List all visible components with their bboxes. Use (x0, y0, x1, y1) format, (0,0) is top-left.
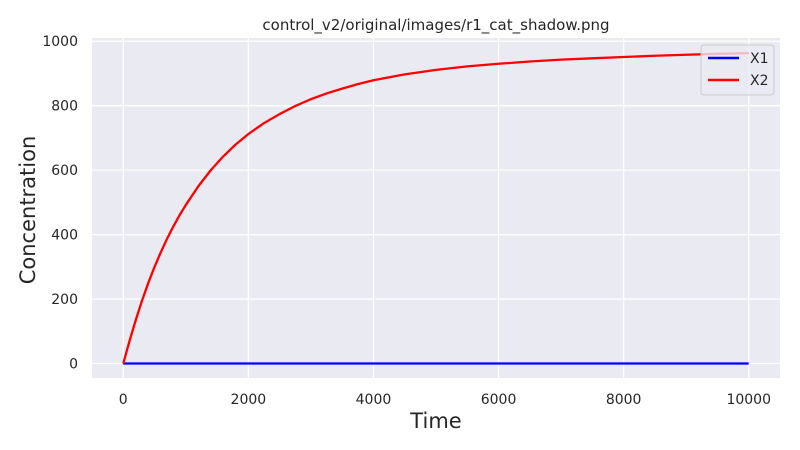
x-tick-label: 2000 (231, 392, 267, 408)
series-layer (122, 52, 749, 365)
y-tick-label: 400 (51, 228, 78, 244)
y-tick-label: 600 (51, 163, 78, 179)
x-tick-label: 6000 (481, 392, 517, 408)
y-tick-label: 800 (51, 99, 78, 115)
x-tick-label: 10000 (726, 392, 771, 408)
y-axis-label: Concentration (16, 136, 40, 285)
x-tick-label: 4000 (356, 392, 392, 408)
y-tick-label: 200 (51, 292, 78, 308)
legend: X1 X2 (700, 44, 775, 96)
x-tick-label: 8000 (606, 392, 642, 408)
y-tick-label: 0 (69, 356, 78, 372)
plot-area (92, 38, 780, 378)
y-axis-ticks: 0 200 400 600 800 1000 (42, 34, 78, 372)
x-tick-label: 0 (119, 392, 128, 408)
chart-title: control_v2/original/images/r1_cat_shadow… (262, 16, 609, 35)
legend-label-x2: X2 (750, 73, 769, 89)
x-axis-ticks: 0 2000 4000 6000 8000 10000 (119, 392, 771, 408)
x-axis-label: Time (409, 409, 461, 433)
legend-label-x1: X1 (750, 51, 769, 67)
series-line-x2 (122, 52, 749, 364)
y-tick-label: 1000 (42, 34, 78, 50)
